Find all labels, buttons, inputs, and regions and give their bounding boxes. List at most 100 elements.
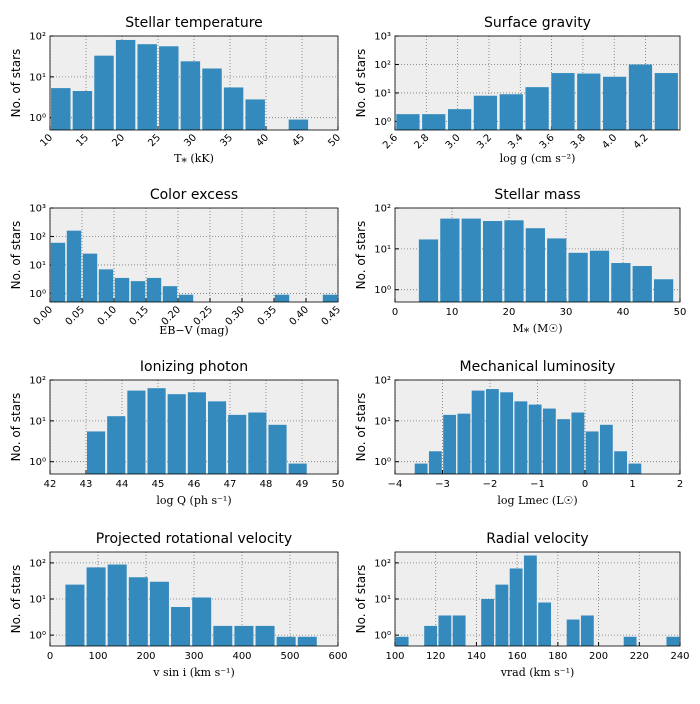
- x-tick-label: 4.2: [632, 132, 651, 151]
- x-tick-label: 180: [548, 651, 567, 662]
- bar: [114, 277, 130, 302]
- plot-frame: [49, 551, 339, 647]
- y-tick-label: 10¹: [29, 260, 46, 271]
- x-tick-label: 45: [290, 132, 307, 149]
- bar: [504, 220, 524, 302]
- x-tick-label: 0.05: [64, 304, 88, 328]
- x-tick-label: 40: [617, 307, 630, 318]
- bar: [248, 412, 267, 474]
- panel: 10⁰ 10¹ 10² 42 43 44 45 46 47 48 49 50 Ionizing phot…: [9, 359, 344, 507]
- bar: [623, 636, 637, 646]
- y-axis-label: No. of stars: [9, 393, 23, 462]
- bar: [255, 625, 275, 646]
- plot-frame: [394, 35, 681, 131]
- bar: [473, 95, 498, 130]
- y-axis-label: No. of stars: [354, 393, 368, 462]
- bar: [538, 602, 552, 646]
- bar: [440, 218, 460, 302]
- bar: [98, 269, 114, 302]
- panel: 10⁰ 10¹ 10² 10 15 20 25 30 35 40 45 50 Stellar tempe…: [9, 15, 343, 165]
- bar: [452, 615, 466, 646]
- x-tick-label: 44: [116, 479, 129, 490]
- y-axis-label: No. of stars: [354, 221, 368, 290]
- x-axis-label: v sin i (km s⁻¹): [152, 666, 235, 679]
- x-tick-label: 0.10: [96, 304, 120, 328]
- bar: [580, 615, 594, 646]
- bar: [192, 597, 212, 646]
- bar: [87, 431, 106, 474]
- bar: [234, 625, 254, 646]
- x-tick-label: 45: [152, 479, 165, 490]
- y-tick-label: 10²: [374, 376, 391, 387]
- bar: [443, 414, 457, 474]
- x-tick-label: 3.2: [475, 132, 494, 151]
- bar: [602, 76, 627, 130]
- bar: [414, 463, 428, 474]
- chart-title: Radial velocity: [486, 531, 588, 547]
- x-tick-label: −4: [388, 479, 403, 490]
- bar: [107, 564, 127, 646]
- y-tick-label: 10⁰: [29, 113, 46, 124]
- x-tick-label: 140: [467, 651, 486, 662]
- panel: 10⁰ 10¹ 10² 100 120 140 160 180 200 220 240 Radial …: [354, 531, 690, 679]
- bar: [180, 61, 201, 131]
- bar: [146, 277, 162, 302]
- bar: [223, 87, 244, 130]
- plot-frame: [394, 207, 681, 303]
- panel: 10⁰ 10¹ 10² 10³ 2.6 2.8 3.0 3.2 3.4 3.6 3.8 4.0 4.2 S…: [354, 15, 681, 165]
- bar: [523, 555, 537, 646]
- plot-frame: [394, 379, 681, 475]
- plot-frame: [49, 379, 339, 475]
- chart-title: Surface gravity: [484, 15, 591, 31]
- bar: [525, 228, 545, 302]
- x-axis-label: vrad (km s⁻¹): [500, 666, 575, 679]
- chart-title: Ionizing photon: [140, 359, 248, 375]
- bar: [66, 230, 82, 302]
- x-tick-label: 46: [188, 479, 201, 490]
- bar: [213, 625, 233, 646]
- y-tick-label: 10²: [374, 60, 391, 71]
- x-tick-label: 3.0: [444, 132, 463, 151]
- bar: [162, 286, 178, 302]
- x-tick-label: 30: [182, 132, 199, 149]
- y-tick-label: 10⁰: [374, 457, 391, 468]
- bar: [654, 73, 678, 130]
- bar: [107, 416, 126, 474]
- bar: [509, 568, 523, 646]
- y-tick-label: 10²: [29, 32, 46, 43]
- y-tick-label: 10²: [374, 558, 391, 569]
- y-tick-label: 10¹: [374, 595, 391, 606]
- bar: [245, 99, 265, 130]
- x-tick-label: 3.4: [506, 132, 525, 151]
- bar: [187, 392, 206, 474]
- bar: [424, 625, 438, 646]
- bar: [557, 419, 571, 474]
- y-tick-label: 10⁰: [29, 289, 46, 300]
- bar: [178, 294, 194, 302]
- x-tick-label: 3.8: [569, 132, 588, 151]
- bar: [481, 599, 495, 646]
- panel: 10⁰ 10¹ 10² −4 −3 −2 −1 0 1 2 Mechanical luminosit…: [354, 359, 683, 507]
- x-tick-label: −3: [435, 479, 450, 490]
- bar: [585, 431, 599, 474]
- bar: [288, 463, 307, 474]
- bar: [127, 390, 146, 474]
- x-tick-label: 40: [254, 132, 271, 149]
- bar: [438, 615, 452, 646]
- y-tick-label: 10⁰: [374, 117, 391, 128]
- bar: [542, 408, 556, 474]
- bar: [589, 250, 610, 302]
- x-tick-label: 35: [218, 132, 235, 149]
- bar: [566, 619, 580, 646]
- y-tick-label: 10¹: [374, 88, 391, 99]
- bar: [395, 636, 409, 646]
- x-tick-label: 43: [80, 479, 93, 490]
- x-tick-label: 15: [74, 132, 91, 149]
- x-tick-label: 300: [184, 651, 203, 662]
- x-tick-label: 48: [260, 479, 273, 490]
- bar: [274, 294, 290, 302]
- bar: [653, 279, 674, 302]
- y-tick-label: 10¹: [29, 72, 46, 83]
- bar: [228, 414, 247, 474]
